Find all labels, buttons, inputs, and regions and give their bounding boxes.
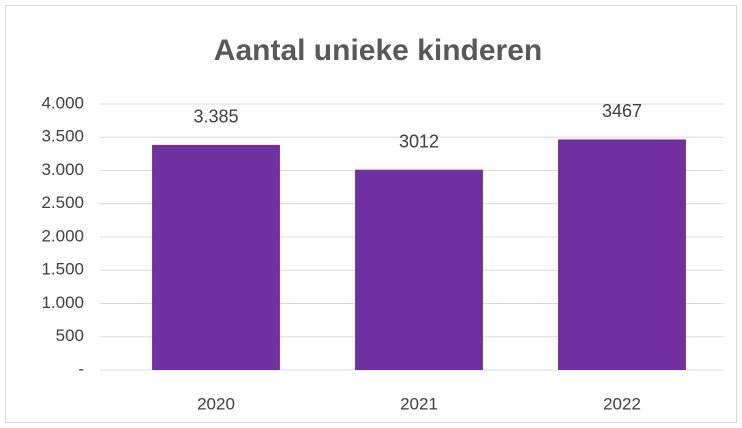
data-label: 3.385 [193, 107, 238, 127]
bar [152, 144, 280, 370]
y-tick-label: 2.000 [41, 226, 84, 245]
x-tick-label: 2020 [197, 394, 235, 413]
chart-title: Aantal unieke kinderen [214, 34, 542, 67]
y-tick-label: 4.000 [41, 93, 84, 112]
y-tick-label: 3.500 [41, 127, 84, 146]
y-tick-label: 500 [56, 326, 84, 345]
data-label: 3467 [602, 101, 642, 121]
y-tick-label: 1.500 [41, 260, 84, 279]
y-tick-label: 3.000 [41, 160, 84, 179]
x-tick-label: 2021 [400, 394, 438, 413]
data-label: 3012 [399, 131, 439, 151]
y-tick-label: 1.000 [41, 293, 84, 312]
bar [558, 139, 686, 370]
x-tick-label: 2022 [603, 394, 641, 413]
bar [355, 169, 483, 370]
y-tick-label: - [78, 359, 84, 378]
y-tick-label: 2.500 [41, 193, 84, 212]
